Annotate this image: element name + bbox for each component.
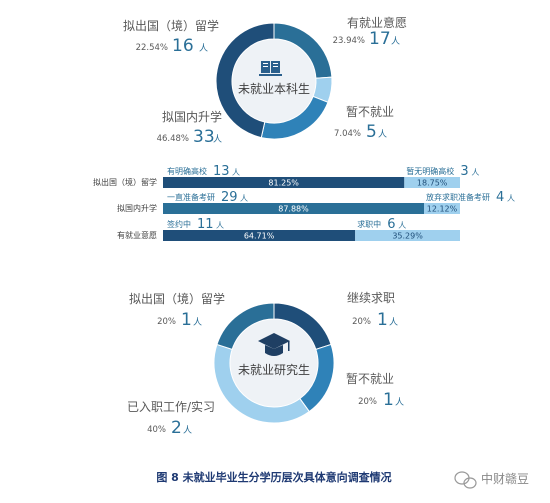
bar-row-2-segment-1-label: 求职中 <box>357 219 381 229</box>
graduation-cap-icon <box>258 333 290 356</box>
pct-pg-job-hunting: 20% <box>352 317 371 327</box>
bar-row-1-segment-0-unit: 人 <box>240 194 248 203</box>
bar-row-0-segment-1-unit: 人 <box>471 168 479 177</box>
label-pg-study-abroad: 拟出国（境）留学 <box>129 291 225 306</box>
bar-row-2-segment-0-unit: 人 <box>216 221 224 230</box>
donut1-center-disk <box>232 39 316 123</box>
donut2-center-disk <box>230 319 318 407</box>
bar-row-0-segment-1 <box>404 177 460 188</box>
unit-study-abroad: 人 <box>199 43 208 54</box>
label-study-abroad: 拟出国（境）留学 <box>123 18 219 33</box>
label-want-job: 有就业意愿 <box>347 15 407 30</box>
count-pg-not-working: 1 <box>383 390 394 410</box>
label-not-working: 暂不就业 <box>346 105 394 119</box>
bar-row-1-segment-0-count: 29 <box>221 190 238 205</box>
unit-pg-study-abroad: 人 <box>193 317 202 328</box>
bar-row-0-segment-0 <box>163 177 405 188</box>
label-pg-not-working: 暂不就业 <box>346 372 394 386</box>
bar-row-1-segment-0 <box>163 203 425 214</box>
donut1-center-label: 未就业本科生 <box>238 82 310 96</box>
bar-row-2-segment-1-count: 6 <box>387 217 395 232</box>
bar-row-2-segment-1-unit: 人 <box>398 221 406 230</box>
count-domestic-study: 33 <box>193 127 215 147</box>
unit-pg-employed: 人 <box>183 425 192 436</box>
bar-row-1-segment-0-label: 一直准备考研 <box>167 192 215 202</box>
bar-row-0-segment-0-label: 有明确高校 <box>167 166 207 176</box>
count-pg-study-abroad: 1 <box>181 310 192 330</box>
bar-row-1-segment-1 <box>424 203 460 214</box>
count-study-abroad: 16 <box>172 36 194 56</box>
bar-row-2-segment-0 <box>163 230 356 241</box>
donut2-center-label: 未就业研究生 <box>238 362 310 377</box>
count-not-working: 5 <box>366 122 377 142</box>
count-want-job: 17 <box>369 29 391 49</box>
bar-row-2-category: 有就业意愿 <box>117 230 157 240</box>
bar-row-2-segment-0-label: 签约中 <box>167 219 191 229</box>
unit-pg-job-hunting: 人 <box>389 317 398 328</box>
bar-row-1-segment-1-count: 4 <box>496 190 504 205</box>
bar-row-2-segment-0-percent: 64.71% <box>244 232 275 241</box>
label-domestic-study: 拟国内升学 <box>162 109 222 124</box>
unit-pg-not-working: 人 <box>395 397 404 408</box>
unit-domestic-study: 人 <box>213 134 222 145</box>
figure-caption: 图 8 未就业毕业生分学历层次具体意向调查情况 <box>156 470 391 484</box>
bar-row-0-segment-1-label: 暂无明确高校 <box>406 166 454 176</box>
bar-row-1-segment-0-percent: 87.88% <box>278 205 309 214</box>
book-icon <box>259 61 282 76</box>
pct-not-working: 7.04% <box>334 129 361 139</box>
bar-row-2-segment-1 <box>355 230 460 241</box>
bar-row-1-segment-1-label: 放弃求职准备考研 <box>426 192 490 202</box>
undergrad-donut-chart <box>215 22 333 140</box>
pct-pg-employed: 40% <box>147 425 166 435</box>
wechat-icon <box>454 471 477 489</box>
bar-row-2-segment-0-count: 11 <box>197 217 214 232</box>
stacked-bar-chart: 拟出国（境）留学 81.25%有明确高校 13 人18.75%暂无明确高校 3 人拟国内升… <box>93 164 515 241</box>
bar-row-0-segment-0-percent: 81.25% <box>268 179 299 188</box>
postgrad-donut-chart <box>213 302 335 424</box>
bar-row-0-segment-0-count: 13 <box>213 164 230 179</box>
bar-row-1-segment-1-unit: 人 <box>507 194 515 203</box>
pct-pg-not-working: 20% <box>358 397 377 407</box>
count-pg-employed: 2 <box>171 418 182 438</box>
bar-row-1-category: 拟国内升学 <box>117 203 157 213</box>
bar-row-0-segment-1-percent: 18.75% <box>417 179 448 188</box>
unit-want-job: 人 <box>391 36 400 47</box>
donut2-slice-3 <box>216 302 275 351</box>
bar-row-1-segment-1-percent: 12.12% <box>427 205 458 214</box>
bar-row-0-segment-1-count: 3 <box>460 164 468 179</box>
pct-want-job: 23.94% <box>333 36 365 46</box>
bar-row-0-category: 拟出国（境）留学 <box>93 177 157 187</box>
label-pg-job-hunting: 继续求职 <box>347 291 395 305</box>
pct-study-abroad: 22.54% <box>136 43 168 53</box>
donut1-slice-3 <box>215 22 275 139</box>
count-pg-job-hunting: 1 <box>377 310 388 330</box>
unit-not-working: 人 <box>378 129 387 140</box>
watermark-text: 中财赣豆 <box>481 471 529 486</box>
bar-row-0-segment-0-unit: 人 <box>232 168 240 177</box>
label-pg-employed: 已入职工作/实习 <box>127 399 215 414</box>
pct-domestic-study: 46.48% <box>157 134 189 144</box>
bar-row-2-segment-1-percent: 35.29% <box>392 232 423 241</box>
pct-pg-study-abroad: 20% <box>157 317 176 327</box>
